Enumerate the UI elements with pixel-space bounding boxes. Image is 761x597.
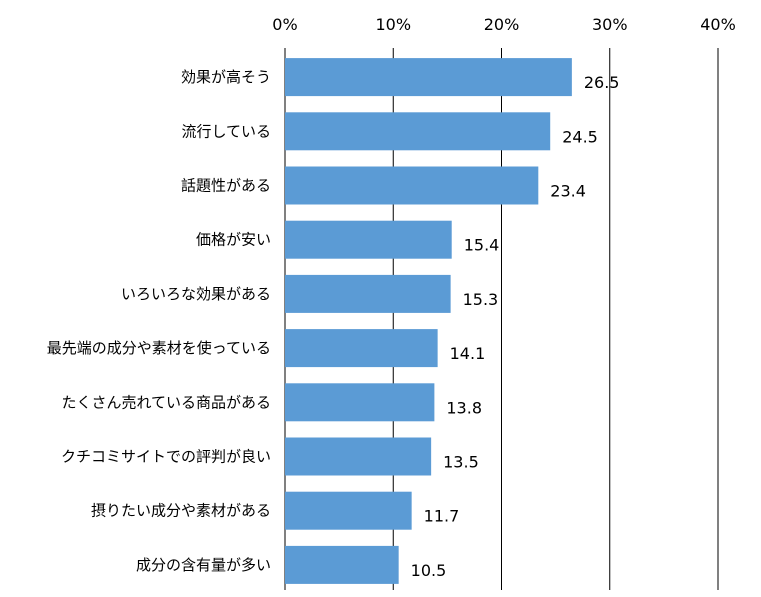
bar (285, 274, 451, 313)
x-tick-label: 40% (700, 15, 736, 34)
x-tick-label: 30% (592, 15, 628, 34)
bar (285, 437, 432, 476)
data-label: 11.7 (424, 507, 460, 526)
category-label: いろいろな効果がある (121, 285, 271, 303)
bar (285, 329, 438, 368)
data-label: 26.5 (584, 73, 620, 92)
data-label: 23.4 (550, 182, 586, 201)
bar (285, 112, 551, 151)
data-label: 15.4 (464, 236, 500, 255)
bars (285, 58, 572, 584)
category-label: 成分の含有量が多い (136, 556, 271, 574)
bar (285, 166, 539, 205)
bar (285, 58, 572, 97)
category-label: 効果が高そう (181, 68, 271, 86)
data-label: 14.1 (450, 344, 486, 363)
bar (285, 545, 399, 584)
x-tick-label: 20% (484, 15, 520, 34)
data-label: 13.8 (446, 398, 482, 417)
category-label: 摂りたい成分や素材がある (91, 502, 271, 520)
data-label: 10.5 (411, 561, 447, 580)
data-labels: 26.5 24.5 23.4 15.4 15.3 14.1 13.8 13.5 11.7 10.5 (411, 73, 620, 580)
x-tick-label: 10% (375, 15, 411, 34)
bar (285, 491, 412, 530)
category-label: クチコミサイトでの評判が良い (61, 448, 271, 466)
data-label: 13.5 (443, 453, 479, 472)
category-label: 価格が安い (196, 231, 271, 249)
category-label: 話題性がある (181, 177, 271, 195)
data-label: 24.5 (562, 127, 598, 146)
category-label: たくさん売れている商品がある (61, 393, 271, 411)
x-axis-tick-labels: 0% 10% 20% 30% 40% (272, 15, 735, 34)
bar (285, 383, 435, 422)
x-tick-label: 0% (272, 15, 297, 34)
category-label: 最先端の成分や素材を使っている (47, 339, 271, 357)
data-label: 15.3 (463, 290, 499, 309)
category-labels: 効果が高そう流行している話題性がある価格が安いいろいろな効果がある最先端の成分や… (47, 68, 271, 574)
category-label: 流行している (181, 122, 271, 140)
bar (285, 220, 452, 259)
